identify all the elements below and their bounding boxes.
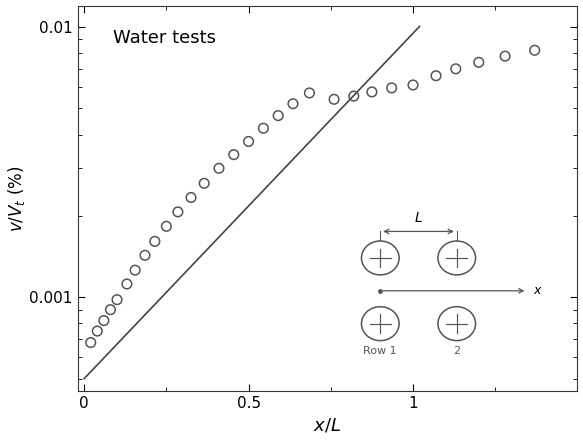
Point (113, 296, 122, 303)
Point (408, 81, 417, 88)
Point (349, 92, 359, 99)
Point (122, 280, 132, 287)
Point (150, 238, 160, 245)
Point (305, 89, 314, 96)
Point (141, 252, 150, 259)
Point (93, 327, 102, 334)
Text: Water tests: Water tests (113, 29, 216, 47)
Point (173, 209, 182, 216)
Point (474, 59, 483, 66)
Point (86, 339, 96, 346)
Y-axis label: $v/V_t$ (%): $v/V_t$ (%) (6, 165, 27, 231)
Point (215, 165, 224, 172)
X-axis label: $x/L$: $x/L$ (314, 416, 342, 434)
Point (329, 96, 339, 103)
Point (431, 72, 441, 79)
Point (500, 53, 510, 60)
Point (99, 317, 108, 324)
Point (106, 306, 115, 313)
Point (259, 125, 268, 132)
Point (273, 112, 283, 119)
Point (387, 84, 396, 92)
Point (131, 267, 140, 274)
Point (161, 223, 171, 230)
Point (289, 100, 298, 107)
Point (530, 47, 539, 54)
Point (451, 65, 461, 72)
Point (187, 194, 196, 201)
Point (229, 151, 238, 158)
Point (199, 180, 209, 187)
Point (367, 88, 377, 95)
Point (244, 138, 253, 145)
